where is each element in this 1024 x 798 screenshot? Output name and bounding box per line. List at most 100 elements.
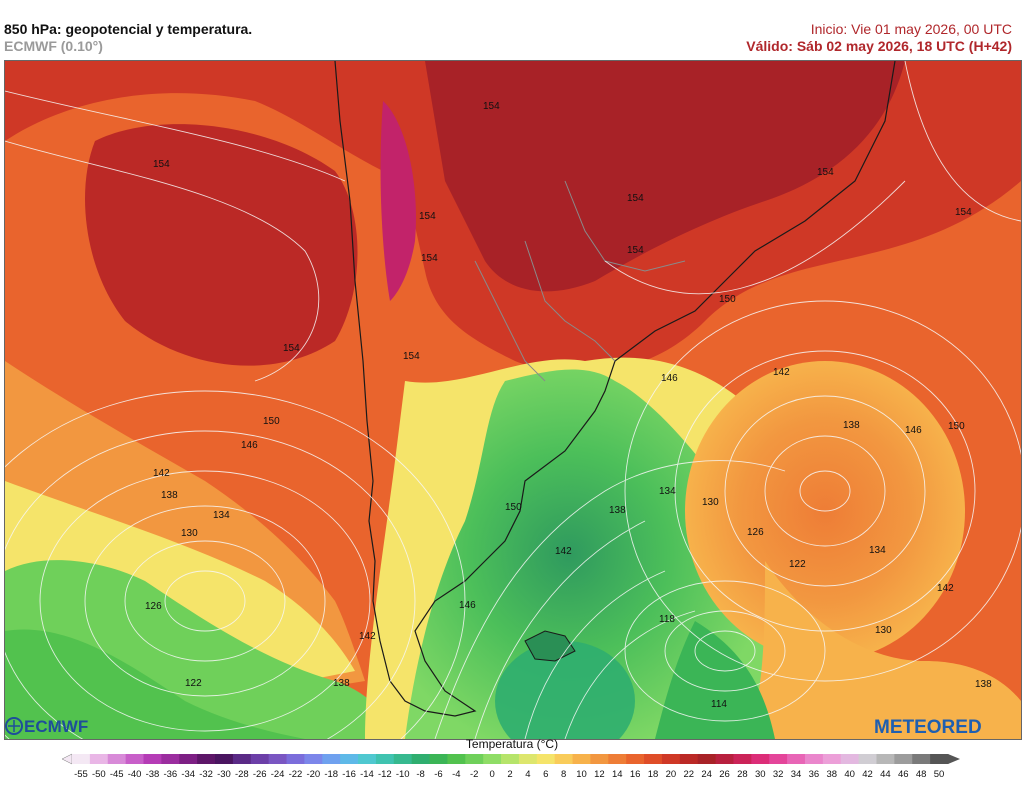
legend-swatch [769, 754, 788, 764]
legend-tick-label: 34 [791, 769, 802, 780]
legend-tick-label: 30 [755, 769, 766, 780]
contour-label: 154 [627, 193, 644, 204]
legend-swatch [483, 754, 502, 764]
legend-tick-label: 28 [737, 769, 748, 780]
contour-label: 146 [459, 600, 476, 611]
temperature-legend: -55 -50 -45 -40 -38 -36 -34 -32 -30 -28 -26 -24 -22-… [60, 752, 970, 798]
legend-tick-label: -40 [128, 769, 142, 780]
legend-tick-label: -36 [163, 769, 177, 780]
contour-label: 142 [937, 583, 954, 594]
legend-swatch [340, 754, 359, 764]
legend-swatch [894, 754, 913, 764]
legend-swatch [644, 754, 663, 764]
legend-swatch [661, 754, 681, 764]
legend-swatch [429, 754, 448, 764]
geopotential-isolines [5, 61, 1021, 739]
contour-label: 138 [975, 679, 992, 690]
contour-label: 154 [153, 159, 170, 170]
legend-tick-label: 46 [898, 769, 909, 780]
legend-tick-label: -50 [92, 769, 106, 780]
weather-map[interactable]: 154 154 154 154 154 154 154 154 154 154 … [4, 60, 1022, 740]
legend-tick-label: -2 [470, 769, 478, 780]
model-label: ECMWF (0.10°) [4, 38, 103, 54]
legend-tick-label: 6 [543, 769, 548, 780]
legend-swatch [501, 754, 520, 764]
legend-swatch [858, 754, 877, 764]
legend-swatch [215, 754, 234, 764]
legend-tick-label: -28 [235, 769, 249, 780]
contour-label: 154 [627, 245, 644, 256]
hot-region-north [425, 61, 905, 292]
contour-label: 122 [185, 678, 202, 689]
warm-core-west [85, 124, 358, 366]
contour-label: 118 [659, 614, 675, 625]
legend-tick-label: -6 [434, 769, 442, 780]
legend-tick-label: -38 [146, 769, 160, 780]
legend-swatch [304, 754, 323, 764]
contour-label: 146 [905, 425, 922, 436]
contour-label: 154 [955, 207, 972, 218]
legend-swatch [715, 754, 734, 764]
legend-swatch [697, 754, 717, 764]
ecmwf-logo-text: ECMWF [24, 717, 88, 736]
contour-label: 146 [241, 440, 258, 451]
legend-swatch [143, 754, 162, 764]
contour-label: 134 [869, 545, 886, 556]
legend-swatch [179, 754, 198, 764]
contour-label: 154 [419, 211, 436, 222]
contour-label: 122 [789, 559, 806, 570]
coastline [334, 61, 896, 717]
legend-swatch [232, 754, 252, 764]
contour-label: 142 [773, 367, 790, 378]
legend-tick-label: -4 [452, 769, 460, 780]
contour-label: 126 [145, 601, 162, 612]
contour-label: 138 [333, 678, 350, 689]
legend-tick-label: 10 [576, 769, 587, 780]
contour-label: 154 [483, 101, 500, 112]
legend-swatch [608, 754, 627, 764]
legend-tick-label: -12 [378, 769, 392, 780]
legend-tick-label: 24 [701, 769, 712, 780]
legend-tick-label: 12 [594, 769, 605, 780]
legend-swatch [447, 754, 466, 764]
legend-tick-label: -22 [289, 769, 303, 780]
legend-swatch [250, 754, 270, 764]
legend-swatch [89, 754, 109, 764]
legend-swatch [930, 754, 949, 764]
contour-label: 138 [843, 420, 860, 431]
legend-low-arrow [61, 753, 73, 765]
legend-tick-label: -10 [396, 769, 410, 780]
legend-tick-label: 38 [827, 769, 838, 780]
legend-swatch [804, 754, 824, 764]
contour-label: 138 [161, 490, 178, 501]
legend-high-arrow [948, 754, 960, 764]
legend-swatch [465, 754, 484, 764]
legend-tick-label: 40 [844, 769, 855, 780]
legend-swatch [72, 754, 91, 764]
legend-swatch [322, 754, 341, 764]
legend-tick-label: -34 [181, 769, 195, 780]
contour-label: 134 [659, 486, 676, 497]
legend-tick-label: 22 [683, 769, 694, 780]
meteored-logo-text: METEORED [874, 717, 982, 738]
contour-label: 154 [403, 351, 420, 362]
contour-label: 154 [283, 343, 300, 354]
legend-swatch [840, 754, 860, 764]
contour-label: 142 [555, 546, 572, 557]
legend-tick-label: 16 [630, 769, 641, 780]
legend-tick-label: 26 [719, 769, 730, 780]
contour-label: 150 [263, 416, 280, 427]
legend-swatch [679, 754, 699, 764]
legend-tick-label: 42 [862, 769, 873, 780]
ecmwf-logo: ECMWF [4, 714, 104, 738]
legend-tick-label: 18 [648, 769, 659, 780]
legend-tick-label: 50 [934, 769, 945, 780]
legend-tick-label: -8 [416, 769, 424, 780]
legend-tick-label: -30 [217, 769, 231, 780]
legend-tick-label: 4 [525, 769, 530, 780]
legend-swatch [787, 754, 806, 764]
legend-tick-label: -26 [253, 769, 267, 780]
contour-label: 142 [153, 468, 170, 479]
legend-swatch [393, 754, 413, 764]
contour-label: 154 [817, 167, 834, 178]
